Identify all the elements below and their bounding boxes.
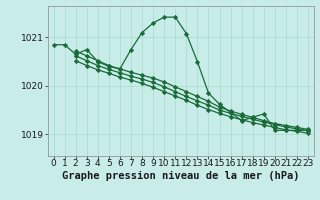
X-axis label: Graphe pression niveau de la mer (hPa): Graphe pression niveau de la mer (hPa) <box>62 171 300 181</box>
